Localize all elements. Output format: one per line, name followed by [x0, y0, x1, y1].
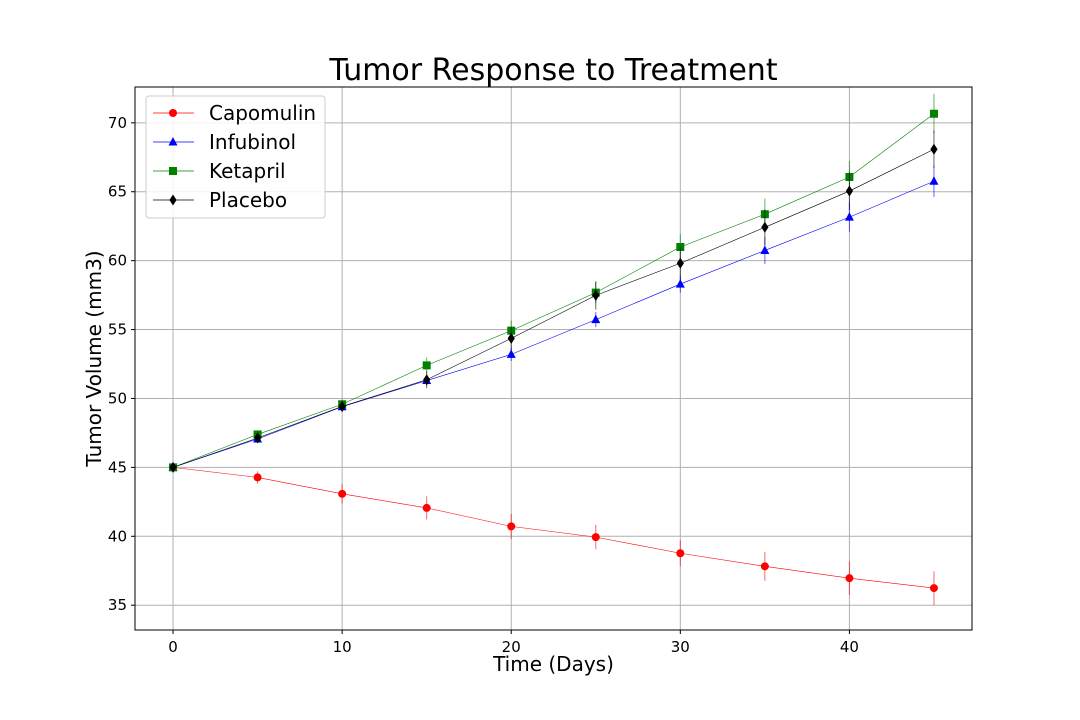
data-point	[929, 109, 938, 118]
data-point	[929, 176, 939, 185]
data-point	[253, 432, 262, 444]
x-axis-title: Time (Days)	[492, 652, 614, 676]
data-point	[675, 279, 685, 288]
legend-marker	[169, 109, 177, 117]
data-point	[844, 212, 854, 221]
chart-title: Tumor Response to Treatment	[328, 53, 777, 88]
y-tick-label: 50	[108, 389, 127, 407]
legend-item-capomulin: Capomulin	[153, 101, 316, 125]
axis-ticks: 0 10 20 30 40 35 40 45 50 55 60 65 70	[108, 114, 859, 656]
y-tick-label: 45	[108, 458, 127, 476]
series-line	[172, 113, 935, 468]
x-tick-label: 20	[502, 638, 521, 656]
data-point	[591, 533, 600, 542]
data-point	[422, 361, 431, 370]
series-placebo	[169, 130, 938, 473]
data-point	[506, 349, 516, 358]
data-point	[253, 473, 262, 482]
legend-marker	[169, 194, 177, 206]
y-tick-label: 70	[108, 114, 127, 132]
x-tick-label: 10	[333, 638, 352, 656]
series-group	[168, 93, 939, 605]
data-point	[760, 562, 769, 571]
data-point	[761, 221, 769, 233]
y-tick-label: 35	[108, 596, 127, 614]
data-point	[592, 289, 600, 301]
y-tick-label: 60	[108, 252, 127, 270]
data-point	[676, 549, 685, 558]
data-point	[930, 143, 938, 155]
legend-marker	[169, 167, 177, 175]
data-point	[676, 257, 684, 269]
data-point	[845, 185, 854, 197]
legend: Capomulin Infubinol Ketapril Placebo	[145, 95, 326, 219]
y-tick-label: 65	[108, 183, 127, 201]
legend-label: Placebo	[209, 188, 287, 212]
x-tick-label: 40	[840, 638, 859, 656]
data-point	[338, 489, 347, 498]
data-point	[929, 584, 938, 593]
data-point	[591, 314, 601, 324]
legend-label: Ketapril	[209, 159, 286, 183]
legend-label: Infubinol	[209, 130, 296, 154]
plot-area	[134, 86, 973, 631]
x-tick-label: 0	[168, 638, 178, 656]
data-point	[845, 574, 854, 583]
series-line	[172, 180, 935, 468]
data-point	[760, 245, 770, 254]
series-line	[173, 467, 934, 589]
legend-item-infubinol: Infubinol	[153, 130, 296, 154]
legend-label: Capomulin	[209, 101, 316, 125]
data-point	[169, 461, 177, 473]
y-axis-title: Tumor Volume (mm3)	[82, 250, 106, 467]
legend-item-placebo: Placebo	[153, 188, 287, 212]
data-point	[507, 522, 516, 531]
legend-item-ketapril: Ketapril	[153, 159, 286, 183]
legend-frame	[145, 95, 326, 219]
data-point	[422, 503, 431, 512]
legend-marker	[168, 137, 178, 146]
data-point	[423, 374, 431, 386]
data-point	[507, 332, 515, 344]
data-point	[338, 400, 346, 412]
y-tick-label: 55	[108, 321, 127, 339]
series-line	[172, 149, 935, 468]
x-tick-label: 30	[671, 638, 690, 656]
y-tick-label: 40	[108, 527, 127, 545]
